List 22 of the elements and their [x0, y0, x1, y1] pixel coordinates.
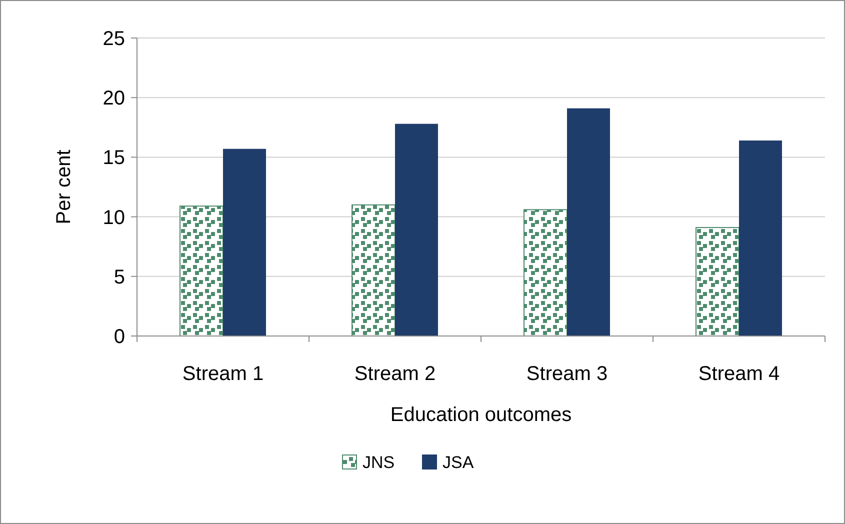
y-tick-label: 5 — [114, 266, 125, 288]
x-tick-label: Stream 3 — [526, 363, 608, 385]
bar — [223, 148, 266, 336]
bar — [395, 124, 438, 336]
y-tick-label: 15 — [102, 147, 125, 170]
bar — [524, 209, 568, 336]
y-tick-label: 10 — [102, 206, 125, 229]
x-tick-label: Stream 4 — [698, 363, 780, 385]
y-axis-title: Per cent — [53, 149, 75, 224]
bar — [696, 227, 740, 336]
legend-label: JSA — [442, 452, 474, 472]
x-axis-title: Education outcomes — [390, 404, 572, 426]
bar — [739, 140, 782, 336]
x-tick-label: Stream 2 — [354, 363, 436, 385]
y-tick-label: 0 — [114, 326, 125, 348]
legend-label: JNS — [362, 452, 395, 472]
y-tick-label: 25 — [102, 28, 125, 50]
y-tick-label: 20 — [102, 88, 125, 110]
x-tick-label: Stream 1 — [182, 363, 264, 385]
bar — [567, 108, 610, 336]
bar — [180, 206, 224, 336]
bar — [352, 204, 396, 336]
